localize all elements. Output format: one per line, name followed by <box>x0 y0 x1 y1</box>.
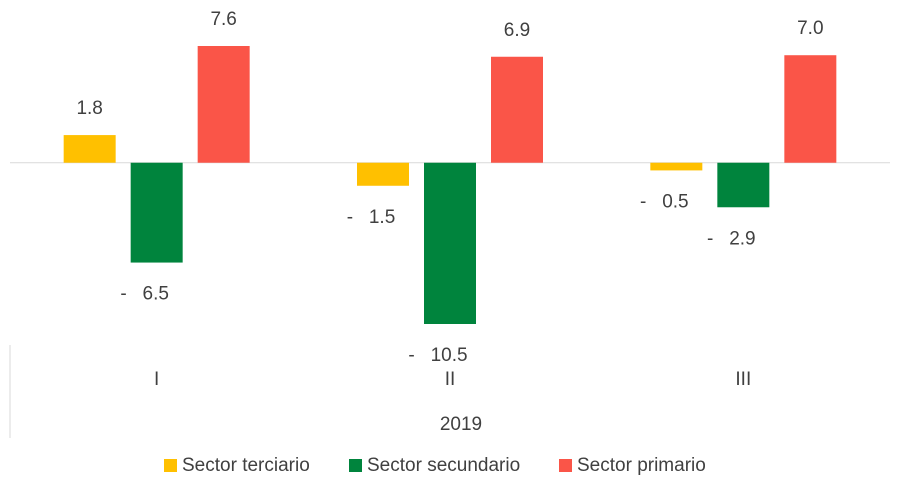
bar <box>717 162 770 208</box>
data-label: 1.8 <box>76 98 102 119</box>
legend-label: Sector primario <box>577 455 706 476</box>
data-label: 6.9 <box>504 20 530 41</box>
bar <box>63 135 116 163</box>
legend-swatch <box>559 459 572 472</box>
data-label: 7.6 <box>210 9 236 30</box>
legend-swatch <box>349 459 362 472</box>
data-label: - 1.5 <box>347 207 396 228</box>
bar <box>650 162 703 171</box>
data-label: 7.0 <box>797 18 823 39</box>
bar <box>357 162 409 186</box>
legend-swatch <box>164 459 177 472</box>
bar <box>784 55 837 163</box>
x-group-label: 2019 <box>440 414 482 435</box>
data-label: - 2.9 <box>707 228 756 249</box>
x-tick-label: II <box>445 369 456 390</box>
x-tick-label: I <box>154 369 159 390</box>
legend-label: Sector terciario <box>182 455 310 476</box>
x-tick-label: III <box>735 369 751 390</box>
bar <box>491 56 543 163</box>
legend-label: Sector secundario <box>367 455 520 476</box>
data-label: - 6.5 <box>120 284 169 305</box>
data-label: - 10.5 <box>408 345 467 366</box>
bar <box>130 162 183 263</box>
bar <box>424 162 476 324</box>
bar <box>197 46 250 163</box>
data-label: - 0.5 <box>640 191 689 212</box>
